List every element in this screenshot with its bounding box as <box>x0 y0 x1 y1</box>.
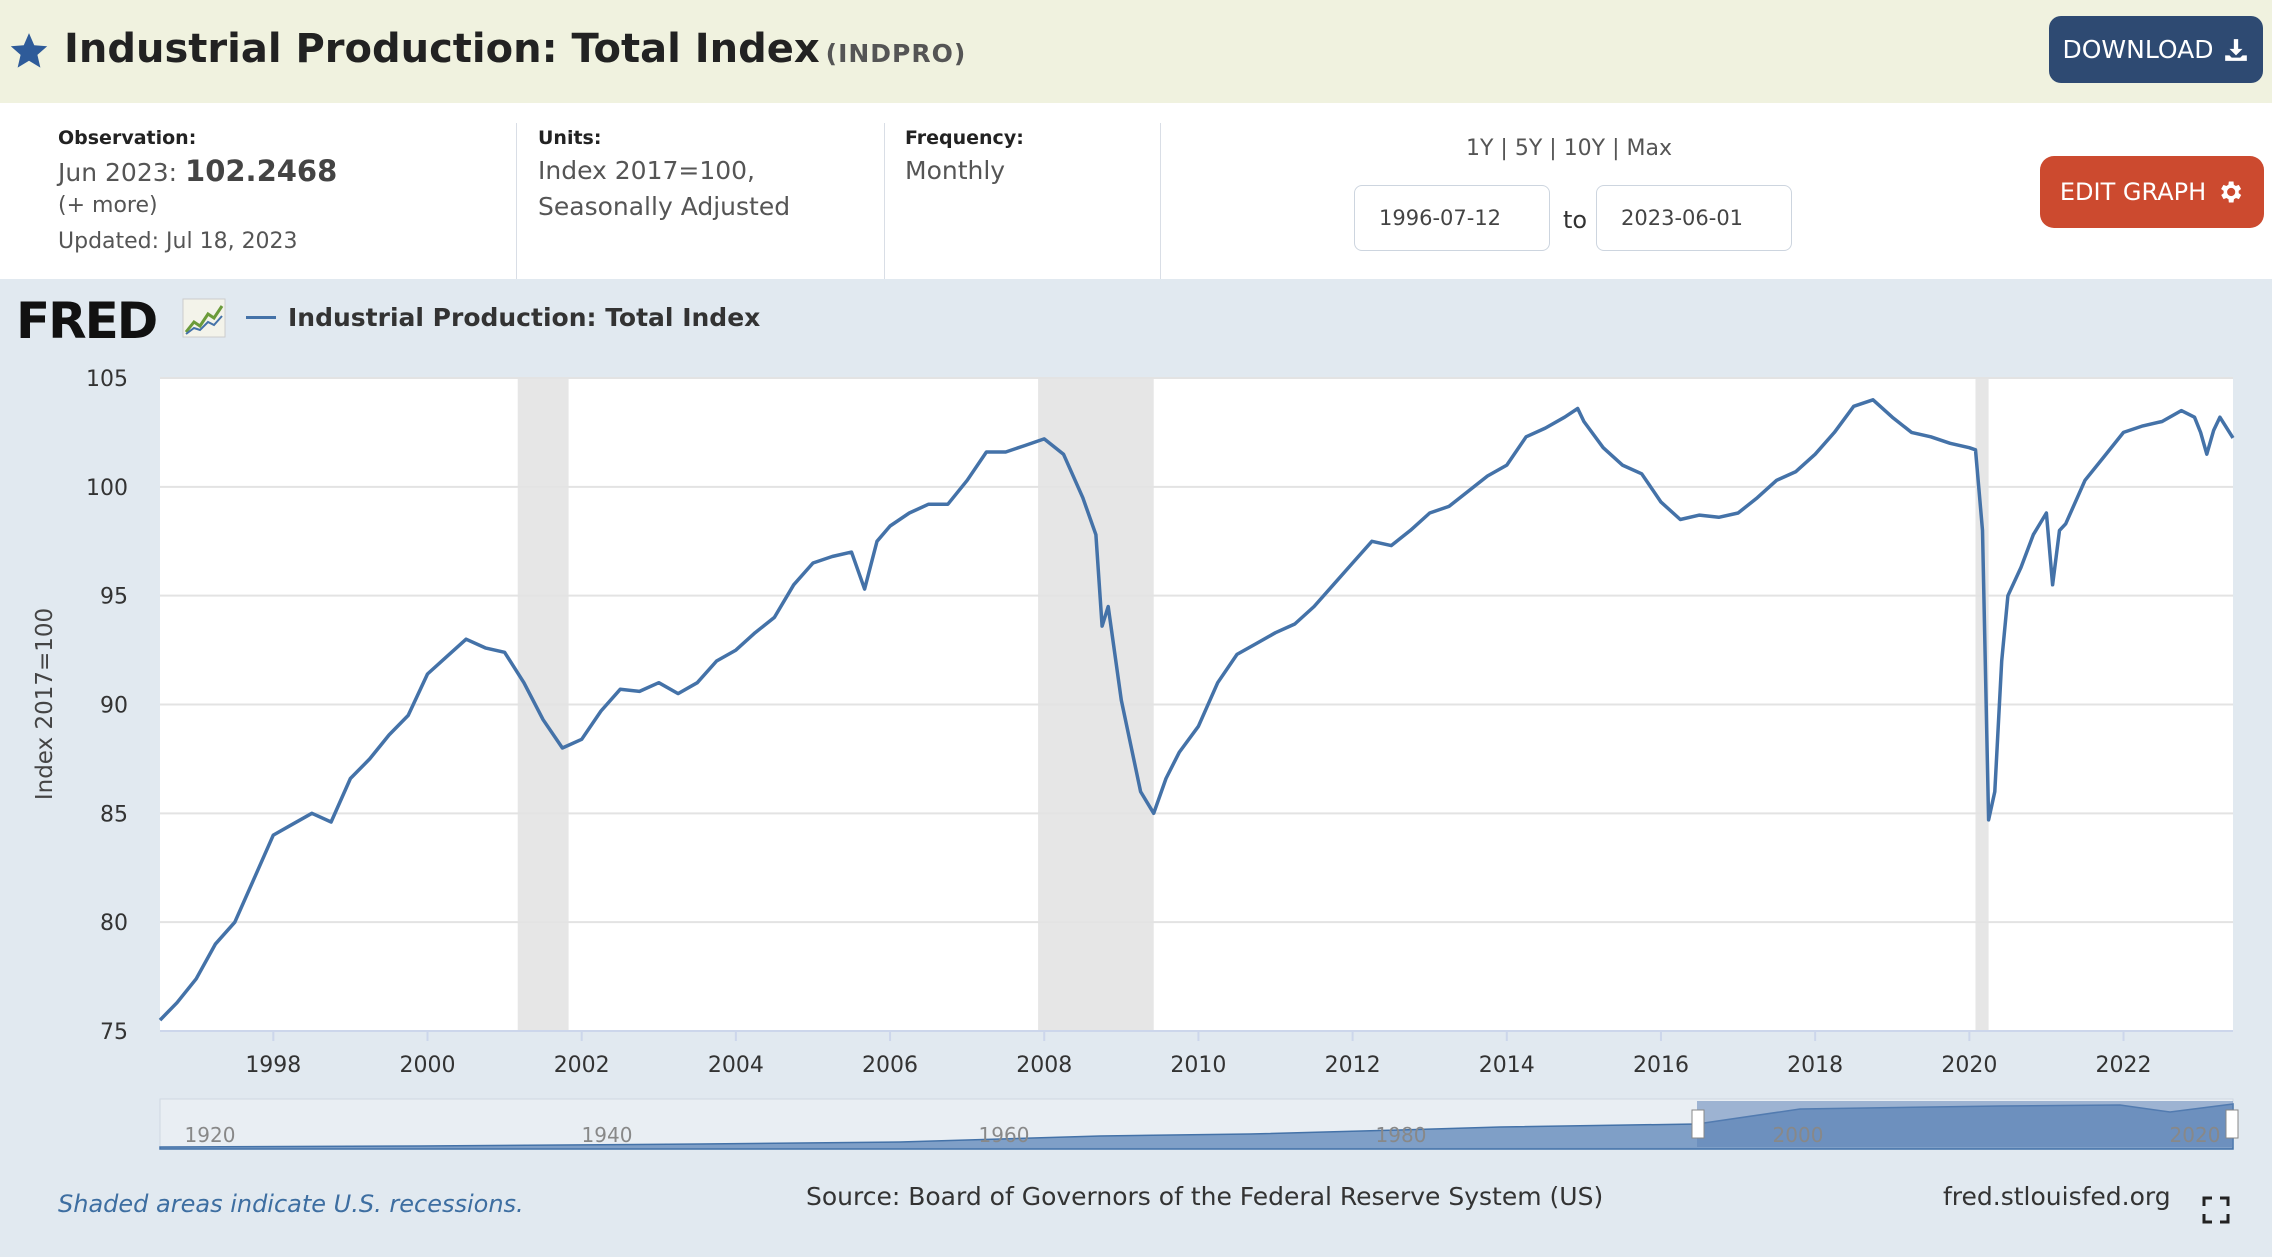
divider <box>1160 123 1161 279</box>
divider <box>516 123 517 279</box>
x-tick-label: 2000 <box>400 1053 456 1078</box>
x-tick-label: 2008 <box>1016 1053 1072 1078</box>
x-tick-label: 2002 <box>554 1053 610 1078</box>
range-max[interactable]: Max <box>1626 136 1673 161</box>
site-link[interactable]: fred.stlouisfed.org <box>1943 1182 2171 1211</box>
y-tick-label: 80 <box>100 911 128 936</box>
navigator-left-handle[interactable] <box>1691 1109 1705 1139</box>
x-tick-label: 2016 <box>1633 1053 1689 1078</box>
page-title: Industrial Production: Total Index (INDPR… <box>64 26 966 72</box>
navigator-selection[interactable] <box>1697 1101 2233 1147</box>
range-10y[interactable]: 10Y <box>1563 136 1606 161</box>
observation-value-line: Jun 2023: 102.2468 <box>58 153 337 191</box>
navigator[interactable]: 1920 1940 1960 1980 2000 2020 <box>159 1098 2239 1150</box>
y-tick-label: 100 <box>86 476 128 501</box>
legend-swatch <box>246 316 276 319</box>
x-tick-label: 2006 <box>862 1053 918 1078</box>
more-link[interactable]: (+ more) <box>58 193 158 218</box>
x-tick-label: 2010 <box>1170 1053 1226 1078</box>
x-tick-label: 2004 <box>708 1053 764 1078</box>
legend-label: Industrial Production: Total Index <box>288 303 761 332</box>
series-line <box>158 398 2235 1022</box>
end-date-input[interactable]: 2023-06-01 <box>1596 185 1792 251</box>
y-tick-label: 90 <box>100 694 128 719</box>
frequency-label: Frequency: <box>905 127 1024 149</box>
units-label: Units: <box>538 127 602 149</box>
line-chart[interactable]: 75 80 85 90 95 100 105 1998 2000 2002 2004 2006 200… <box>0 355 2272 1165</box>
fullscreen-icon[interactable] <box>2202 1196 2230 1224</box>
series-code: (INDPRO) <box>825 39 967 68</box>
x-tick-label: 2022 <box>2096 1053 2152 1078</box>
observation-period: Jun 2023: <box>58 158 178 187</box>
download-icon <box>2225 38 2248 61</box>
range-1y[interactable]: 1Y <box>1466 136 1494 161</box>
range-selector: 1Y | 5Y | 10Y | Max <box>1466 136 1673 161</box>
info-panel: Observation: Jun 2023: 102.2468 (+ more)… <box>0 103 2272 279</box>
y-tick-label: 105 <box>86 367 128 392</box>
series-title: Industrial Production: Total Index <box>64 26 820 72</box>
navigator-label: 1940 <box>582 1123 633 1147</box>
observation-value: 102.2468 <box>185 154 338 188</box>
units-line2: Seasonally Adjusted <box>538 192 791 221</box>
page-header: Industrial Production: Total Index (INDPR… <box>0 0 2272 103</box>
x-tick-label: 2018 <box>1787 1053 1843 1078</box>
navigator-label: 1980 <box>1376 1123 1427 1147</box>
navigator-label: 1920 <box>185 1123 236 1147</box>
navigator-right-handle[interactable] <box>2225 1109 2239 1139</box>
updated-date: Updated: Jul 18, 2023 <box>58 229 298 254</box>
navigator-label: 2020 <box>2170 1123 2221 1147</box>
to-label: to <box>1563 206 1588 234</box>
chart-logo-icon <box>182 298 226 338</box>
range-5y[interactable]: 5Y <box>1514 136 1543 161</box>
divider <box>884 123 885 279</box>
download-button[interactable]: DOWNLOAD <box>2049 16 2263 83</box>
star-icon[interactable] <box>8 30 50 72</box>
y-axis-label: Index 2017=100 <box>32 608 58 800</box>
frequency-value: Monthly <box>905 156 1006 185</box>
chart-legend: Industrial Production: Total Index <box>246 303 760 332</box>
fred-logo: FRED <box>16 292 158 350</box>
y-tick-label: 85 <box>100 802 128 827</box>
observation-label: Observation: <box>58 127 197 149</box>
units-line1: Index 2017=100, <box>538 156 756 185</box>
download-label: DOWNLOAD <box>2062 35 2214 64</box>
navigator-label: 1960 <box>979 1123 1030 1147</box>
navigator-label: 2000 <box>1773 1123 1824 1147</box>
x-tick-label: 1998 <box>245 1053 301 1078</box>
y-tick-label: 95 <box>100 585 128 610</box>
x-tick-label: 2014 <box>1479 1053 1535 1078</box>
x-tick-label: 2012 <box>1325 1053 1381 1078</box>
edit-graph-label: EDIT GRAPH <box>2059 178 2207 206</box>
gear-icon <box>2221 181 2242 203</box>
y-tick-label: 75 <box>100 1020 128 1045</box>
recession-note: Shaded areas indicate U.S. recessions. <box>58 1190 524 1218</box>
source-text: Source: Board of Governors of the Federa… <box>806 1182 1604 1211</box>
start-date-input[interactable]: 1996-07-12 <box>1354 185 1550 251</box>
edit-graph-button[interactable]: EDIT GRAPH <box>2040 156 2264 228</box>
x-tick-label: 2020 <box>1941 1053 1997 1078</box>
